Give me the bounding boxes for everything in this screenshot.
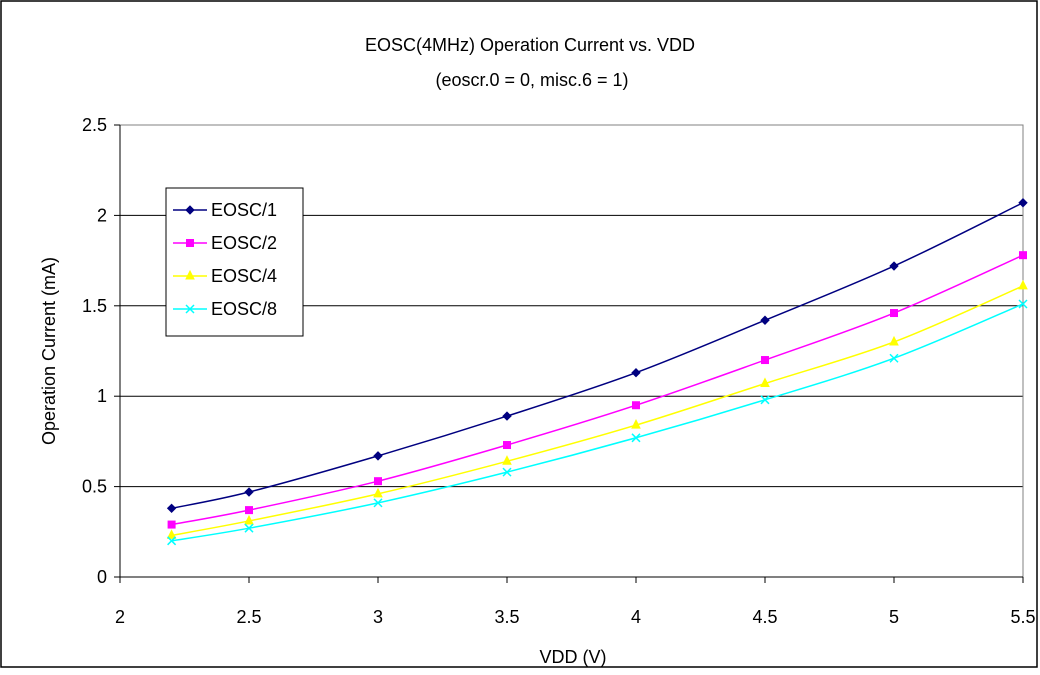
x-tick-label: 4	[631, 607, 641, 627]
data-point	[167, 520, 176, 529]
series-eosc-1	[166, 198, 1028, 514]
data-point	[502, 467, 512, 477]
data-point	[244, 514, 254, 525]
legend-label: EOSC/4	[211, 266, 277, 286]
x-tick-label: 3.5	[494, 607, 519, 627]
data-point	[373, 451, 383, 461]
marker-stroke	[1018, 299, 1028, 309]
marker-stroke	[760, 395, 770, 405]
marker-stroke	[167, 536, 177, 546]
data-point	[632, 401, 640, 410]
chart-title: EOSC(4MHz) Operation Current vs. VDD	[365, 35, 695, 55]
data-point	[374, 477, 382, 486]
series-line	[171, 202, 1024, 510]
marker-stroke	[631, 433, 641, 443]
x-tick-label: 2.5	[236, 607, 261, 627]
legend-label: EOSC/2	[211, 233, 277, 253]
series-line	[171, 303, 1024, 542]
legend-swatch-marker	[185, 205, 195, 215]
data-point	[1019, 251, 1027, 260]
data-point	[373, 487, 383, 498]
legend-label: EOSC/1	[211, 200, 277, 220]
data-point	[166, 503, 177, 514]
x-axis-label: VDD (V)	[540, 647, 607, 667]
data-point	[167, 536, 177, 546]
data-point	[1018, 279, 1028, 290]
data-point	[631, 367, 641, 378]
x-tick-label: 3	[373, 607, 383, 627]
marker-stroke	[185, 304, 195, 314]
y-tick-label: 0.5	[82, 477, 107, 497]
data-point	[760, 377, 770, 388]
legend-swatch-marker	[186, 239, 194, 247]
y-tick-label: 0	[97, 567, 107, 587]
data-point	[889, 261, 899, 271]
y-tick-label: 2.5	[82, 115, 107, 135]
legend-swatch-marker	[185, 269, 195, 280]
x-tick-label: 5	[889, 607, 899, 627]
data-point	[245, 506, 253, 515]
data-point	[244, 487, 254, 497]
marker-stroke	[889, 353, 899, 363]
data-point	[631, 433, 641, 443]
y-tick-label: 1	[97, 386, 107, 406]
data-point	[503, 441, 511, 450]
legend: EOSC/1 EOSC/2 EOSC/4 EOSC/8	[165, 187, 304, 337]
axes: 0 0.5 1 1.5 2 2.5 2 2.5 3 3.5 4 4.5 5 5.5	[82, 115, 1036, 627]
legend-swatch-marker	[185, 304, 195, 314]
series-layer	[166, 198, 1028, 546]
legend-item: EOSC/2	[173, 233, 277, 253]
legend-label: EOSC/8	[211, 299, 277, 319]
data-point	[244, 523, 254, 533]
x-tick-label: 5.5	[1010, 607, 1035, 627]
data-point	[760, 395, 770, 405]
data-point	[760, 315, 770, 325]
data-point	[889, 353, 899, 363]
series-line	[171, 254, 1024, 526]
data-point	[166, 529, 177, 539]
legend-item: EOSC/1	[173, 200, 277, 220]
marker-stroke	[502, 467, 512, 477]
series-eosc-2	[167, 251, 1027, 529]
data-point	[1018, 299, 1028, 309]
data-point	[631, 419, 641, 429]
data-point	[1018, 198, 1028, 208]
marker-stroke	[244, 523, 254, 533]
y-axis-label: Operation Current (mA)	[39, 257, 59, 445]
legend-item: EOSC/8	[173, 299, 277, 319]
y-tick-label: 1.5	[82, 296, 107, 316]
data-point	[761, 356, 769, 365]
chart-subtitle: (eoscr.0 = 0, misc.6 = 1)	[435, 70, 628, 90]
x-tick-label: 4.5	[752, 607, 777, 627]
data-point	[502, 411, 512, 421]
legend-item: EOSC/4	[173, 266, 277, 286]
data-point	[502, 455, 512, 465]
series-line	[171, 285, 1024, 537]
data-point	[889, 335, 899, 346]
series-eosc-8	[167, 299, 1028, 546]
x-tick-label: 2	[115, 607, 125, 627]
data-point	[373, 498, 383, 508]
marker-stroke	[373, 498, 383, 508]
y-tick-label: 2	[97, 205, 107, 225]
series-eosc-4	[166, 279, 1028, 539]
data-point	[890, 309, 898, 318]
